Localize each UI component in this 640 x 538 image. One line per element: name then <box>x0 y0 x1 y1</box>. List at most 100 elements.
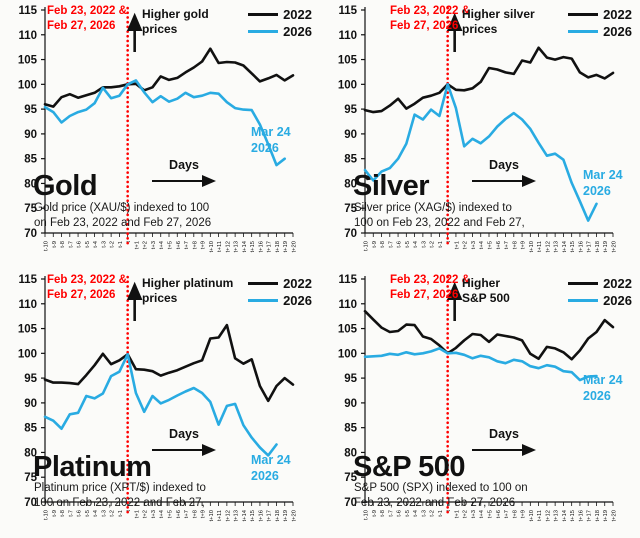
legend-label-2026: 2026 <box>603 293 632 308</box>
svg-text:t-7: t-7 <box>388 510 394 517</box>
svg-text:t+18: t+18 <box>275 241 281 252</box>
event-date-label: Feb 23, 2022 & Feb 27, 2026 <box>390 4 470 34</box>
svg-text:t+2: t+2 <box>463 241 469 249</box>
panel-title: Platinum <box>33 451 152 483</box>
panel-subtitle-line1: Silver price (XAG/$) indexed to <box>354 202 512 214</box>
legend-line-2022-swatch <box>568 282 599 285</box>
svg-text:70: 70 <box>24 497 37 509</box>
svg-text:t-7: t-7 <box>68 510 74 517</box>
svg-text:t-2: t-2 <box>430 510 436 517</box>
svg-text:t-5: t-5 <box>85 510 91 517</box>
legend-row-2022: 2022 <box>568 275 632 292</box>
higher-prices-line2: prices <box>142 291 178 305</box>
svg-text:t-3: t-3 <box>421 510 427 517</box>
event-date-label: Feb 23, 2022 & Feb 27, 2026 <box>390 273 470 303</box>
svg-text:t-1: t-1 <box>118 510 124 517</box>
legend-line-2026-swatch <box>568 30 599 33</box>
svg-text:t-9: t-9 <box>52 510 58 517</box>
svg-text:85: 85 <box>24 154 37 166</box>
svg-text:t-10: t-10 <box>364 510 370 520</box>
legend-label-2026: 2026 <box>283 293 312 308</box>
svg-text:80: 80 <box>344 447 357 459</box>
svg-text:85: 85 <box>344 154 357 166</box>
svg-text:t+10: t+10 <box>209 510 215 521</box>
svg-text:t-3: t-3 <box>421 241 427 248</box>
svg-text:t+14: t+14 <box>562 240 568 252</box>
svg-text:t-2: t-2 <box>430 241 436 248</box>
svg-text:t+18: t+18 <box>275 510 281 521</box>
svg-text:t+1: t+1 <box>134 510 140 518</box>
svg-text:t+19: t+19 <box>603 510 609 521</box>
svg-text:t+5: t+5 <box>168 241 174 249</box>
svg-text:70: 70 <box>24 228 37 240</box>
svg-text:95: 95 <box>344 373 357 385</box>
svg-text:110: 110 <box>338 30 357 42</box>
svg-text:t+8: t+8 <box>192 510 198 518</box>
endpoint-date-line1: Mar 24 <box>251 453 291 467</box>
svg-text:t+17: t+17 <box>267 241 273 252</box>
svg-text:t: t <box>126 241 132 243</box>
endpoint-date-line1: Mar 24 <box>583 168 623 182</box>
legend-line-2022-swatch <box>248 13 279 16</box>
svg-text:t+11: t+11 <box>537 510 543 521</box>
svg-text:75: 75 <box>344 472 357 484</box>
svg-text:t+13: t+13 <box>234 241 240 252</box>
svg-text:t+13: t+13 <box>234 510 240 521</box>
chart-panel-silver: 70 75 80 85 90 95 100 105 110 115 t-10 t-9 t-8 t-7 t-6… <box>320 0 640 269</box>
endpoint-date-line1: Mar 24 <box>251 125 291 139</box>
svg-text:110: 110 <box>18 299 37 311</box>
svg-text:t+7: t+7 <box>504 241 510 249</box>
svg-text:t+20: t+20 <box>612 241 618 252</box>
svg-text:t+7: t+7 <box>504 510 510 518</box>
svg-text:t+12: t+12 <box>225 510 231 521</box>
svg-text:t+16: t+16 <box>258 510 264 521</box>
svg-text:t+8: t+8 <box>192 241 198 249</box>
svg-text:t+5: t+5 <box>488 510 494 518</box>
chart-panel-platinum: 70 75 80 85 90 95 100 105 110 115 t-10 t-9 t-8 t-7 t-6… <box>0 269 320 537</box>
svg-text:t+3: t+3 <box>471 510 477 518</box>
svg-text:t+9: t+9 <box>201 241 207 249</box>
svg-text:t+4: t+4 <box>479 240 485 249</box>
panel-subtitle-line1: Platinum price (XPT/$) indexed to <box>34 482 206 494</box>
svg-text:t+6: t+6 <box>496 510 502 518</box>
svg-text:95: 95 <box>344 104 357 116</box>
panel-subtitle: Gold price (XAU/$) indexed to 100 on Feb… <box>34 201 211 231</box>
svg-text:t-4: t-4 <box>93 240 99 248</box>
higher-prices-line2: S&P 500 <box>462 291 510 305</box>
panel-subtitle-line2: 100 on Feb 23, 2022 and Feb 27, <box>34 497 205 509</box>
svg-text:t+12: t+12 <box>225 241 231 252</box>
svg-text:t+2: t+2 <box>143 510 149 518</box>
legend-label-2022: 2022 <box>283 276 312 291</box>
svg-text:t+13: t+13 <box>554 241 560 252</box>
svg-text:t+18: t+18 <box>595 241 601 252</box>
svg-text:t+15: t+15 <box>250 241 256 252</box>
svg-text:t-1: t-1 <box>438 510 444 517</box>
event-date-label: Feb 23, 2022 & Feb 27, 2026 <box>47 4 127 34</box>
svg-text:t+16: t+16 <box>578 510 584 521</box>
endpoint-date-label: Mar 24 2026 <box>251 124 291 156</box>
svg-text:t+3: t+3 <box>471 241 477 249</box>
svg-text:t+16: t+16 <box>578 241 584 252</box>
svg-text:t+11: t+11 <box>217 510 223 521</box>
svg-text:t-9: t-9 <box>372 510 378 517</box>
svg-text:t-2: t-2 <box>110 241 116 248</box>
legend-label-2022: 2022 <box>603 276 632 291</box>
svg-text:110: 110 <box>18 30 37 42</box>
legend: 2022 2026 <box>248 275 312 309</box>
svg-text:t+2: t+2 <box>463 510 469 518</box>
legend-label-2022: 2022 <box>603 7 632 22</box>
event-date-line1: Feb 23, 2022 & <box>47 274 127 286</box>
svg-text:t+11: t+11 <box>217 241 223 252</box>
higher-prices-line1: Higher gold <box>142 7 209 21</box>
svg-text:90: 90 <box>344 398 357 410</box>
svg-text:t+13: t+13 <box>554 510 560 521</box>
svg-text:t+11: t+11 <box>537 241 543 252</box>
legend: 2022 2026 <box>568 275 632 309</box>
svg-text:t-1: t-1 <box>118 241 124 248</box>
legend-row-2022: 2022 <box>248 6 312 23</box>
svg-text:t+1: t+1 <box>134 241 140 249</box>
svg-text:90: 90 <box>24 398 37 410</box>
svg-text:t+8: t+8 <box>512 510 518 518</box>
endpoint-date-label: Mar 24 2026 <box>583 167 623 199</box>
svg-text:t-8: t-8 <box>380 510 386 517</box>
